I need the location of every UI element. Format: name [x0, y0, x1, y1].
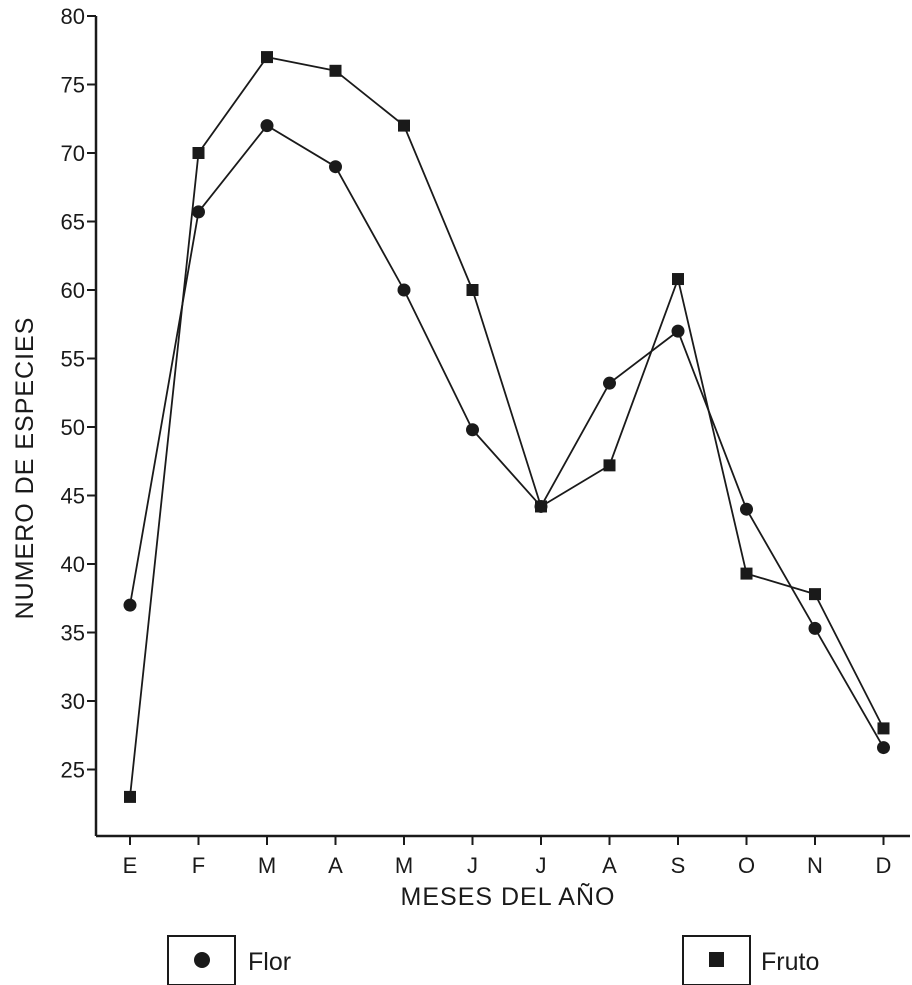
data-point-flor — [123, 598, 137, 612]
legend: Flor Fruto — [167, 935, 819, 985]
x-tick-label: A — [602, 853, 617, 878]
series-line-flor — [129, 124, 885, 749]
data-point-flor — [260, 119, 274, 133]
data-point-fruto — [877, 722, 890, 735]
y-tick-label: 65 — [61, 210, 85, 235]
x-axis-label: MESES DEL AÑO — [401, 882, 616, 911]
data-point-flor — [877, 741, 890, 755]
data-point-flor — [192, 205, 205, 219]
series-fruto — [124, 51, 890, 803]
y-axis-label: NUMERO DE ESPECIES — [11, 317, 39, 620]
x-tick-label: N — [807, 853, 823, 878]
x-tick-label: E — [123, 853, 138, 878]
y-tick-label: 75 — [61, 73, 85, 98]
x-tick-label: A — [328, 853, 343, 878]
x-tick-label: J — [536, 853, 547, 878]
x-tick-label: J — [467, 853, 478, 878]
series-layer — [123, 51, 890, 803]
legend-label-flor: Flor — [248, 948, 291, 976]
x-tick-label: F — [192, 853, 205, 878]
y-tick-label: 40 — [61, 552, 85, 577]
y-tick-label: 25 — [61, 758, 85, 783]
y-tick-label: 60 — [61, 278, 85, 303]
data-point-flor — [671, 324, 685, 338]
data-point-flor — [466, 423, 479, 437]
data-point-fruto — [809, 588, 821, 601]
data-point-fruto — [466, 284, 479, 296]
x-tick-label: M — [395, 853, 413, 878]
x-tick-label: O — [738, 853, 755, 878]
data-point-flor — [603, 376, 616, 390]
data-point-fruto — [672, 273, 684, 286]
data-point-fruto — [603, 459, 616, 472]
x-tick-label: S — [671, 853, 686, 878]
x-tick-label: D — [876, 853, 892, 878]
legend-box-fruto — [682, 935, 751, 985]
series-flor — [123, 119, 890, 755]
data-point-fruto — [535, 500, 547, 513]
y-tick-label: 80 — [61, 4, 85, 29]
legend-marker-flor — [194, 952, 210, 968]
data-point-flor — [329, 160, 342, 174]
y-tick-label: 55 — [61, 347, 85, 372]
data-point-fruto — [192, 147, 205, 159]
y-tick-label: 45 — [61, 484, 85, 509]
series-line-fruto — [129, 56, 885, 797]
data-point-fruto — [124, 790, 136, 803]
legend-label-fruto: Fruto — [761, 948, 819, 976]
data-point-fruto — [261, 51, 273, 64]
data-point-fruto — [329, 64, 342, 77]
data-point-fruto — [740, 567, 753, 580]
y-tick-label: 50 — [61, 415, 85, 440]
data-point-flor — [397, 283, 411, 297]
legend-marker-fruto — [709, 952, 724, 967]
data-point-fruto — [398, 119, 410, 132]
y-tick-label: 30 — [61, 689, 85, 714]
legend-box-flor — [167, 935, 236, 985]
chart-axes: 25 30 35 40 45 50 55 60 65 70 75 80 E F M A M J J A S O N D — [61, 4, 910, 878]
x-tick-label: M — [258, 853, 276, 878]
y-tick-label: 70 — [61, 141, 85, 166]
data-point-flor — [808, 621, 822, 635]
y-tick-label: 35 — [61, 621, 85, 646]
data-point-flor — [740, 502, 753, 516]
